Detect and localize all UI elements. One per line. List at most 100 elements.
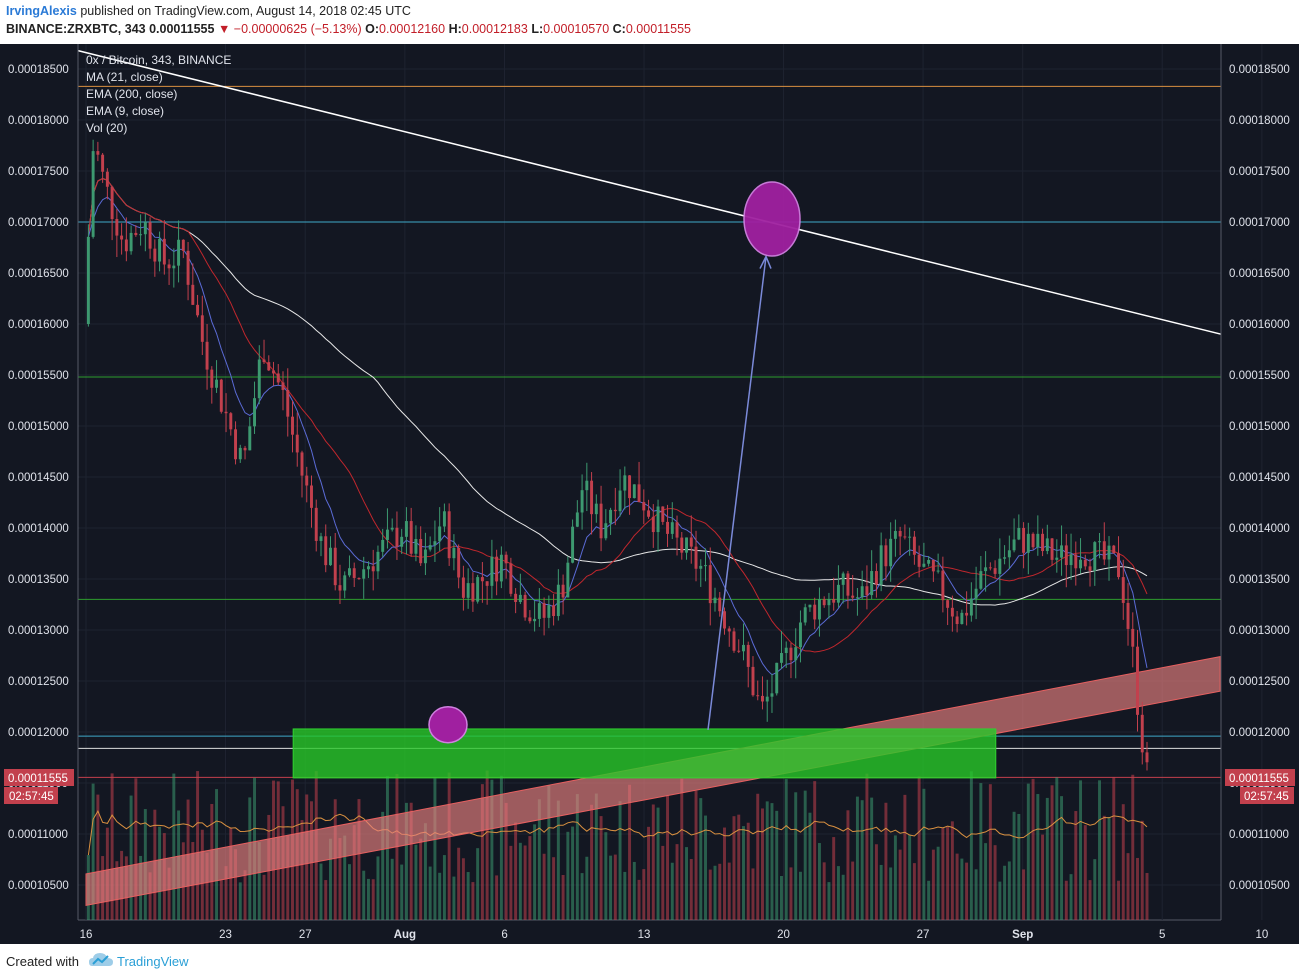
tradingview-link[interactable]: TradingView [117,954,189,969]
volume-bar [628,784,632,920]
candle-body [172,265,176,269]
chart-area[interactable]: 0.000105000.000110000.000115000.00012000… [0,44,1299,944]
candle-body [366,566,370,570]
candle-body [642,502,646,511]
legend-study-ema200[interactable]: EMA (200, close) [86,87,177,101]
candle-body [988,567,992,569]
candle-body [286,389,290,417]
volume-bar [419,838,423,920]
candle-body [1088,566,1092,571]
price-tags: 0.00011555 02:57:45 0.00011555 02:57:45 [4,769,1295,804]
y-tick-label-left: 0.00016500 [8,268,69,280]
candle-body [162,238,166,265]
candle-body [205,341,209,370]
volume-bar [585,856,589,920]
candle-body [647,510,651,517]
y-tick-label-right: 0.00018500 [1229,64,1290,76]
volume-bar [167,867,171,920]
volume-bar [609,855,613,920]
candle-body [979,571,983,589]
volume-bar [1083,825,1087,920]
volume-bar [485,770,489,920]
candle-body [224,411,228,414]
volume-bar [946,827,950,920]
candle-body [452,547,456,559]
candle-body [167,264,171,269]
symbol-label: BINANCE:ZRXBTC, 343 [6,22,146,36]
volume-bar [751,868,755,920]
candle-body [158,238,162,262]
volume-bar [604,832,608,920]
volume-bar [822,862,826,920]
candle-body [628,475,632,499]
author-link[interactable]: IrvingAlexis [6,4,77,18]
y-tick-label-right: 0.00011000 [1229,829,1289,841]
volume-bar [836,866,840,920]
volume-bar [1117,880,1120,920]
volume-bar [338,838,342,920]
volume-bar [523,845,527,920]
y-tick-label-left: 0.00012500 [8,676,69,688]
candle-body [775,662,779,694]
volume-bar [366,878,370,920]
volume-bar [238,882,242,920]
published-text: published on TradingView.com, August 14,… [80,4,411,18]
volume-bar [855,796,859,920]
volume-bar [723,827,726,920]
candle-body [362,569,366,579]
y-tick-label-right: 0.00010500 [1229,880,1290,892]
volume-bar [571,826,575,920]
y-tick-label-left: 0.00014500 [8,472,69,484]
candle-body [1012,539,1016,551]
volume-bar [1060,796,1064,920]
candle-body [1136,646,1139,715]
volume-bar [960,858,964,920]
candle-body [1041,533,1045,552]
volume-bar [262,874,266,920]
volume-bar [414,844,418,920]
candle-body [1069,554,1073,566]
candle-body [314,507,318,541]
candle-body [105,171,109,187]
candle-body [803,607,807,623]
candle-body [936,570,940,572]
volume-bar [680,778,684,920]
candle-body [613,509,617,512]
volume-bar [993,845,997,920]
candle-body [485,581,489,586]
volume-bar [234,849,238,920]
candle-body [756,695,760,697]
green-support-zone [292,728,997,779]
legend-study-volume[interactable]: Vol (20) [86,121,127,135]
volume-bar [979,783,983,920]
candle-body [343,575,347,591]
y-tick-label-right: 0.00016000 [1229,319,1290,331]
volume-bar [552,857,556,920]
candle-body [385,529,389,540]
candle-body [547,605,551,618]
volume-bar [998,881,1002,920]
x-tick-label: Sep [1012,929,1033,941]
volume-bar [1026,783,1030,920]
x-tick-label: 5 [1159,929,1165,941]
price-chart[interactable]: 0.000105000.000110000.000115000.00012000… [0,44,1299,944]
candle-body [400,536,404,547]
volume-bar [352,825,356,920]
volume-bar [846,810,850,920]
legend-study-ma21[interactable]: MA (21, close) [86,70,163,84]
candle-body [609,509,613,524]
volume-bar [675,844,679,920]
candle-body [238,447,242,460]
candle-body [291,416,294,435]
candle-body [931,559,935,572]
volume-bar [941,827,945,920]
candle-body [433,541,437,546]
legend-study-ema9[interactable]: EMA (9, close) [86,104,164,118]
candle-body [561,584,565,598]
left-countdown-tag [4,787,58,804]
candle-body [1117,553,1120,578]
volume-bar [670,862,674,920]
volume-bar [499,775,503,920]
volume-bar [480,784,484,920]
y-tick-label-right: 0.00016500 [1229,268,1290,280]
